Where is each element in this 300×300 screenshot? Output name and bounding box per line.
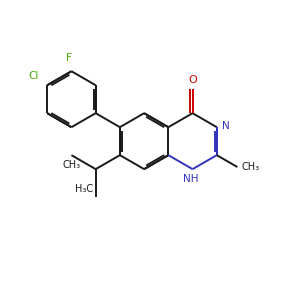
Text: H₃C: H₃C xyxy=(75,184,93,194)
Text: F: F xyxy=(66,53,71,63)
Text: Cl: Cl xyxy=(28,71,38,81)
Text: N: N xyxy=(222,121,230,131)
Text: CH₃: CH₃ xyxy=(242,162,260,172)
Text: NH: NH xyxy=(183,174,199,184)
Text: O: O xyxy=(188,75,197,85)
Text: CH₃: CH₃ xyxy=(62,160,80,170)
